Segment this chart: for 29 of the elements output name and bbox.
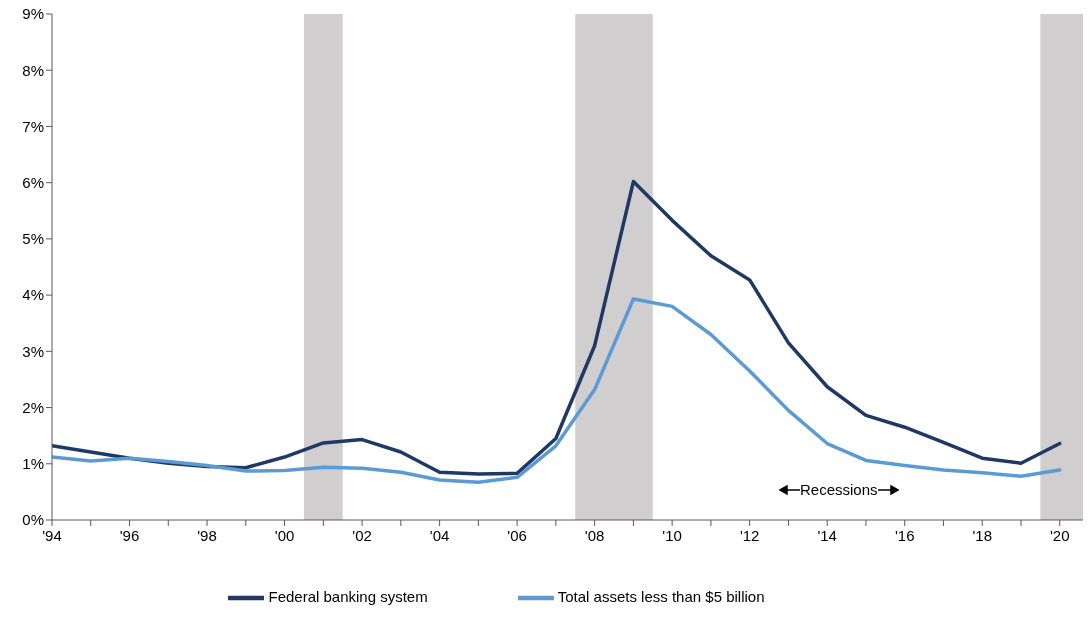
x-tick-label: '08 (584, 526, 605, 544)
y-tick-label: 4% (22, 286, 44, 304)
y-tick-label: 7% (22, 117, 44, 135)
y-tick-label: 3% (22, 342, 44, 360)
legend-label: Federal banking system (268, 587, 428, 605)
y-tick-label: 6% (22, 173, 44, 191)
y-tick-label: 5% (22, 230, 44, 248)
y-tick-label: 0% (22, 511, 44, 529)
x-tick-label: '98 (197, 526, 217, 544)
line-series (52, 179, 1062, 476)
x-tick-label: '12 (739, 526, 760, 544)
annotation: Recessions (800, 481, 878, 498)
y-tick-label: 8% (22, 61, 44, 79)
y-tick-label: 1% (22, 455, 44, 473)
x-tick-label: '02 (352, 526, 372, 544)
legend-label: Total assets less than $5 billion (557, 587, 765, 605)
x-tick-label: '16 (894, 526, 915, 544)
x-tick-label: '06 (507, 526, 527, 544)
y-tick-label: 2% (22, 398, 44, 416)
y-tick-label: 9% (22, 5, 44, 23)
x-tick-label: '20 (1049, 526, 1070, 544)
line-series (52, 297, 1062, 485)
x-tick-label: '94 (42, 526, 62, 544)
x-tick-label: '10 (662, 526, 682, 544)
x-tick-label: '00 (274, 526, 295, 544)
x-tick-label: '96 (119, 526, 140, 544)
x-tick-label: '14 (817, 526, 837, 544)
x-tick-label: '04 (429, 526, 450, 544)
x-tick-label: '18 (972, 526, 993, 544)
